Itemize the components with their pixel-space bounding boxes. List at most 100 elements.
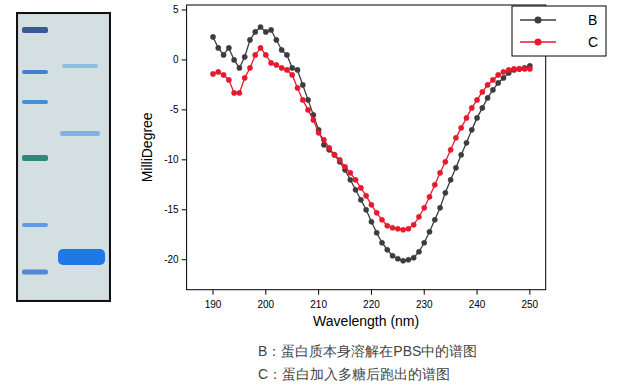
series-point — [385, 223, 390, 228]
x-tick — [424, 290, 425, 295]
series-point — [358, 197, 363, 202]
series-line — [213, 27, 530, 261]
y-tick-label: -20 — [164, 254, 179, 265]
series-point — [268, 27, 273, 32]
series-point — [353, 187, 358, 192]
plot-area — [210, 24, 532, 263]
series-point — [274, 37, 279, 42]
series-point — [295, 85, 300, 90]
series-point — [337, 157, 342, 162]
gel-frame — [17, 13, 110, 301]
series-point — [448, 147, 453, 152]
series-point — [490, 87, 495, 92]
series-point — [300, 82, 305, 87]
series-point — [226, 77, 231, 82]
series-point — [406, 226, 411, 231]
series-point — [379, 240, 384, 245]
series-point — [411, 255, 416, 260]
x-tick-label: 220 — [363, 299, 380, 310]
x-axis-label: Wavelength (nm) — [313, 313, 419, 329]
series-point — [506, 67, 511, 72]
series-point — [348, 177, 353, 182]
series-point — [242, 54, 247, 59]
series-point — [290, 72, 295, 77]
series-point — [406, 257, 411, 262]
x-tick — [318, 290, 319, 295]
x-tick-label: 240 — [469, 299, 486, 310]
series-point — [437, 205, 442, 210]
series-point — [216, 69, 221, 74]
series-point — [522, 65, 527, 70]
series-point — [242, 75, 247, 80]
series-point — [332, 152, 337, 157]
series-point — [369, 219, 374, 224]
series-point — [226, 45, 231, 50]
series-point — [501, 69, 506, 74]
series-point — [385, 247, 390, 252]
x-tick-label: 190 — [205, 299, 222, 310]
series-point — [237, 65, 242, 70]
series-point — [279, 47, 284, 52]
series-point — [474, 97, 479, 102]
series-point — [210, 71, 215, 76]
y-tick — [182, 259, 187, 260]
legend: BC — [512, 6, 606, 56]
caption: C：蛋白加入多糖后跑出的谱图 — [258, 366, 450, 382]
series-point — [316, 130, 321, 135]
series-point — [480, 89, 485, 94]
series-point — [216, 45, 221, 50]
ladder-band — [22, 270, 48, 275]
y-tick-label: -10 — [164, 154, 179, 165]
x-tick — [265, 290, 266, 295]
gel-image — [17, 13, 110, 301]
y-axis-label: MilliDegree — [139, 112, 155, 182]
series-point — [221, 52, 226, 57]
series-point — [342, 164, 347, 169]
series-point — [496, 72, 501, 77]
y-tick — [182, 59, 187, 60]
series-point — [453, 135, 458, 140]
series-point — [253, 29, 258, 34]
series-point — [284, 67, 289, 72]
series-line — [213, 48, 530, 230]
series-point — [305, 107, 310, 112]
series-point — [443, 190, 448, 195]
series-point — [274, 62, 279, 67]
series-point — [401, 227, 406, 232]
ladder-band — [22, 70, 48, 74]
series-point — [364, 207, 369, 212]
series-point — [416, 249, 421, 254]
series-point — [448, 177, 453, 182]
series-point — [437, 170, 442, 175]
series-point — [464, 140, 469, 145]
y-tick-label: 5 — [173, 4, 179, 15]
series-point — [480, 105, 485, 110]
series-point — [258, 45, 263, 50]
series-point — [290, 65, 295, 70]
series-point — [395, 226, 400, 231]
series-point — [459, 152, 464, 157]
series-point — [453, 165, 458, 170]
y-tick — [182, 209, 187, 210]
series-point — [496, 80, 501, 85]
y-tick-label: 0 — [173, 54, 179, 65]
series-point — [364, 193, 369, 198]
series-point — [374, 230, 379, 235]
series-point — [300, 97, 305, 102]
series-point — [522, 66, 527, 71]
series-point — [469, 127, 474, 132]
y-tick — [182, 109, 187, 110]
series-point — [263, 29, 268, 34]
series-point — [474, 115, 479, 120]
series-point — [427, 229, 432, 234]
series-point — [485, 82, 490, 87]
series-point — [422, 205, 427, 210]
series-point — [232, 57, 237, 62]
x-tick — [529, 290, 530, 295]
y-tick — [182, 9, 187, 10]
series-point — [416, 214, 421, 219]
ladder-band — [22, 27, 48, 33]
series-point — [353, 177, 358, 182]
series-point — [501, 75, 506, 80]
sample-band — [58, 249, 105, 265]
